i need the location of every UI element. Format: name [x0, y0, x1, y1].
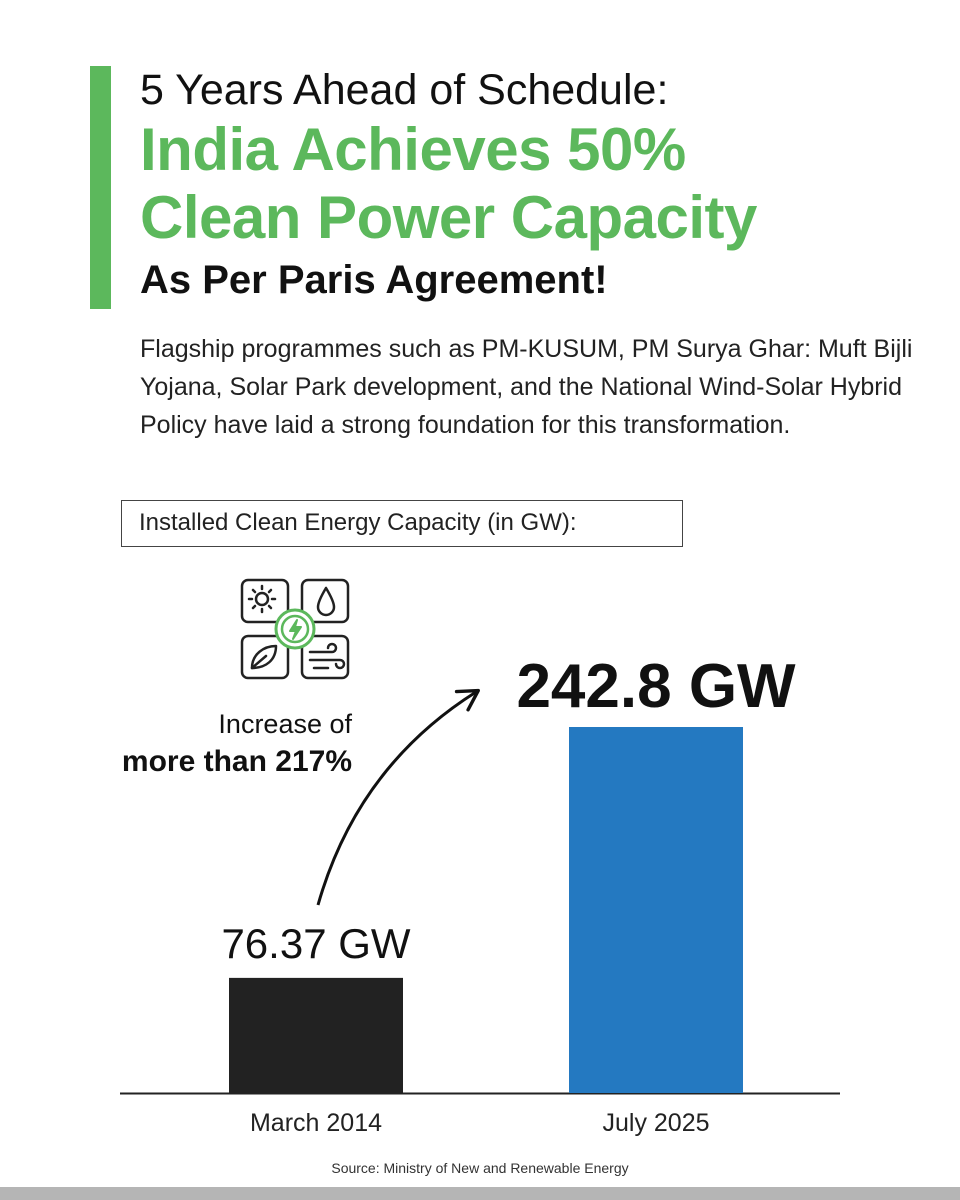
description: Flagship programmes such as PM-KUSUM, PM…	[140, 335, 913, 439]
bar-0	[229, 977, 403, 1093]
headline-line2: India Achieves 50%	[140, 116, 686, 183]
clean-energy-grid-icon	[240, 578, 352, 682]
bar-1	[569, 727, 743, 1093]
chart-label: Installed Clean Energy Capacity (in GW):	[121, 500, 683, 547]
increase-prefix: Increase of	[218, 709, 352, 739]
increase-annotation: Increase of more than 217%	[120, 706, 352, 780]
headline-line4: As Per Paris Agreement!	[140, 258, 608, 302]
increase-arrow	[316, 688, 480, 906]
headline-line1: 5 Years Ahead of Schedule:	[140, 66, 669, 114]
category-label-0: March 2014	[250, 1109, 382, 1137]
headline-line3: Clean Power Capacity	[140, 184, 757, 251]
category-label-1: July 2025	[602, 1109, 709, 1137]
increase-value: more than 217%	[121, 745, 352, 778]
accent-bar	[90, 66, 111, 309]
bottom-strip	[0, 1187, 960, 1200]
headline: 5 Years Ahead of Schedule: India Achieve…	[140, 64, 940, 308]
value-label-1: 242.8 GW	[516, 652, 796, 721]
source-note: Source: Ministry of New and Renewable En…	[331, 1160, 629, 1176]
value-label-0: 76.37 GW	[221, 920, 410, 967]
